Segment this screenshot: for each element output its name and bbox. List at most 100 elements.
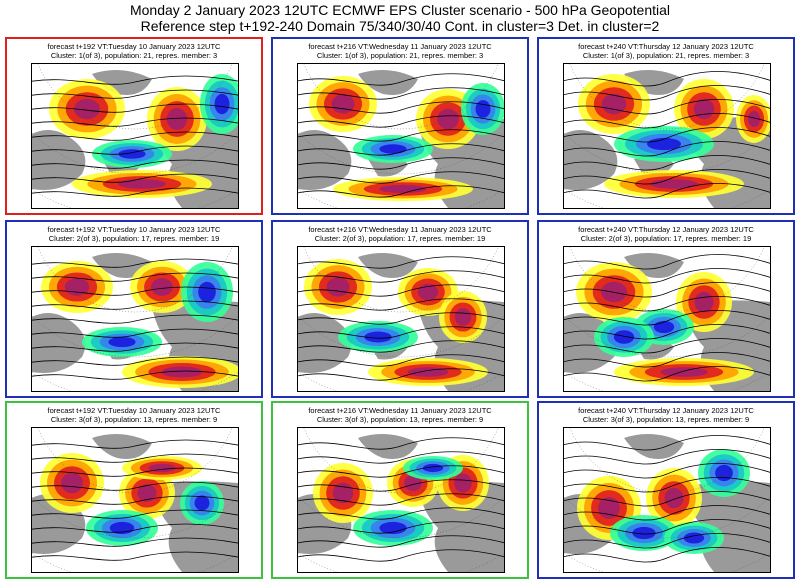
- positive-anomaly-shade: [331, 94, 355, 114]
- panel-cluster-label: Cluster: 3(of 3), population: 13, repres…: [582, 415, 750, 424]
- positive-anomaly-shade: [747, 110, 761, 128]
- geopotential-contour: [32, 75, 238, 85]
- geopotential-contour: [32, 453, 238, 463]
- panel-forecast-label: forecast t+216 VT:Wednesday 11 January 2…: [308, 225, 492, 234]
- geopotential-contour: [298, 157, 504, 170]
- positive-anomaly-shade: [379, 184, 427, 194]
- panel-cluster-label: Cluster: 2(of 3), population: 17, repres…: [314, 234, 486, 243]
- geopotential-contour: [32, 509, 238, 519]
- cluster-panel[interactable]: forecast t+192 VT:Tuesday 10 January 202…: [5, 37, 263, 215]
- page-title: Monday 2 January 2023 12UTC ECMWF EPS Cl…: [129, 2, 671, 18]
- panel-forecast-label: forecast t+216 VT:Wednesday 11 January 2…: [308, 42, 492, 51]
- geopotential-contour: [32, 314, 238, 324]
- positive-anomaly-shade: [664, 487, 684, 509]
- panel-forecast-label: forecast t+192 VT:Tuesday 10 January 202…: [47, 225, 221, 234]
- geopotential-contour: [564, 155, 770, 171]
- land-mass: [358, 70, 418, 95]
- land-mass: [358, 253, 418, 278]
- geopotential-contour: [298, 437, 504, 450]
- panel-cluster-label: Cluster: 1(of 3), population: 21, repres…: [316, 51, 484, 60]
- negative-anomaly-shade: [715, 464, 733, 482]
- geopotential-contour: [564, 141, 770, 157]
- geopotential-contour: [564, 254, 770, 270]
- geopotential-contour: [564, 324, 770, 340]
- positive-anomaly-shade: [417, 283, 439, 301]
- geopotential-contour: [298, 340, 504, 353]
- geopotential-contour: [32, 495, 238, 505]
- geopotential-contour: [564, 296, 770, 312]
- geopotential-contour: [298, 493, 504, 506]
- geopotential-contour: [564, 338, 770, 354]
- negative-anomaly-shade: [422, 463, 444, 473]
- page-subtitle: Reference step t+192-240 Domain 75/340/3…: [140, 18, 660, 34]
- cluster-panel[interactable]: forecast t+216 VT:Wednesday 11 January 2…: [271, 401, 529, 579]
- positive-anomaly-shade: [118, 179, 166, 189]
- panel-forecast-label: forecast t+216 VT:Wednesday 11 January 2…: [308, 406, 492, 415]
- geopotential-contour: [298, 521, 504, 534]
- geopotential-contour: [298, 507, 504, 520]
- land-mass: [298, 313, 352, 373]
- geopotential-map: [31, 427, 239, 573]
- geopotential-contour: [32, 89, 238, 99]
- panel-cluster-label: Cluster: 3(of 3), population: 13, repres…: [50, 415, 218, 424]
- land-mass: [358, 434, 418, 459]
- geopotential-contour: [32, 272, 238, 282]
- geopotential-contour: [32, 131, 238, 141]
- geopotential-contour: [298, 549, 504, 562]
- positive-anomaly-shade: [694, 291, 714, 313]
- positive-anomaly-shade: [454, 308, 472, 326]
- geopotential-contour: [564, 366, 770, 382]
- geopotential-contour: [32, 551, 238, 561]
- geopotential-map: [31, 63, 239, 209]
- geopotential-contour: [564, 268, 770, 284]
- panel-forecast-label: forecast t+240 VT:Thursday 12 January 20…: [578, 42, 754, 51]
- cluster-panel[interactable]: forecast t+240 VT:Thursday 12 January 20…: [537, 37, 795, 215]
- geopotential-contour: [564, 547, 770, 563]
- geopotential-contour: [32, 159, 238, 169]
- geopotential-map: [563, 246, 771, 392]
- geopotential-contour: [32, 117, 238, 127]
- geopotential-contour: [32, 300, 238, 310]
- geopotential-map: [563, 427, 771, 573]
- geopotential-map: [297, 63, 505, 209]
- geopotential-contour: [564, 99, 770, 115]
- positive-anomaly-shade: [74, 98, 100, 120]
- panel-cluster-label: Cluster: 2(of 3), population: 17, repres…: [48, 234, 220, 243]
- cluster-panel[interactable]: forecast t+216 VT:Wednesday 11 January 2…: [271, 220, 529, 398]
- cluster-panel[interactable]: forecast t+192 VT:Tuesday 10 January 202…: [5, 401, 263, 579]
- geopotential-contour: [298, 535, 504, 548]
- geopotential-contour: [32, 328, 238, 338]
- cluster-panel[interactable]: forecast t+240 VT:Thursday 12 January 20…: [537, 401, 795, 579]
- cluster-panel[interactable]: forecast t+216 VT:Wednesday 11 January 2…: [271, 37, 529, 215]
- panel-forecast-label: forecast t+192 VT:Tuesday 10 January 202…: [47, 406, 221, 415]
- cluster-panel[interactable]: forecast t+240 VT:Thursday 12 January 20…: [537, 220, 795, 398]
- negative-anomaly-shade: [379, 144, 407, 154]
- geopotential-contour: [564, 169, 770, 185]
- geopotential-contour: [298, 185, 504, 198]
- positive-anomaly-shade: [151, 278, 173, 296]
- cluster-panel[interactable]: forecast t+192 VT:Tuesday 10 January 202…: [5, 220, 263, 398]
- geopotential-contour: [564, 85, 770, 101]
- land-mass: [564, 130, 618, 190]
- positive-anomaly-shade: [601, 93, 627, 115]
- positive-anomaly-shade: [61, 472, 83, 494]
- negative-anomaly-shade: [194, 495, 210, 511]
- geopotential-contour: [32, 145, 238, 155]
- positive-anomaly-shade: [407, 367, 449, 377]
- geopotential-contour: [32, 187, 238, 197]
- negative-anomaly-shade: [613, 330, 635, 344]
- negative-anomaly-shade: [364, 331, 392, 343]
- negative-anomaly-shade: [475, 100, 491, 118]
- positive-anomaly-shade: [454, 473, 472, 493]
- geopotential-contour: [564, 113, 770, 129]
- positive-anomaly-shade: [332, 482, 354, 504]
- positive-anomaly-shade: [326, 277, 350, 297]
- geopotential-contour: [32, 103, 238, 113]
- geopotential-contour: [32, 342, 238, 352]
- positive-anomaly-shade: [660, 367, 708, 377]
- geopotential-map: [297, 246, 505, 392]
- geopotential-contour: [32, 370, 238, 380]
- geopotential-contour: [564, 127, 770, 143]
- land-mass: [92, 434, 152, 459]
- geopotential-map: [31, 246, 239, 392]
